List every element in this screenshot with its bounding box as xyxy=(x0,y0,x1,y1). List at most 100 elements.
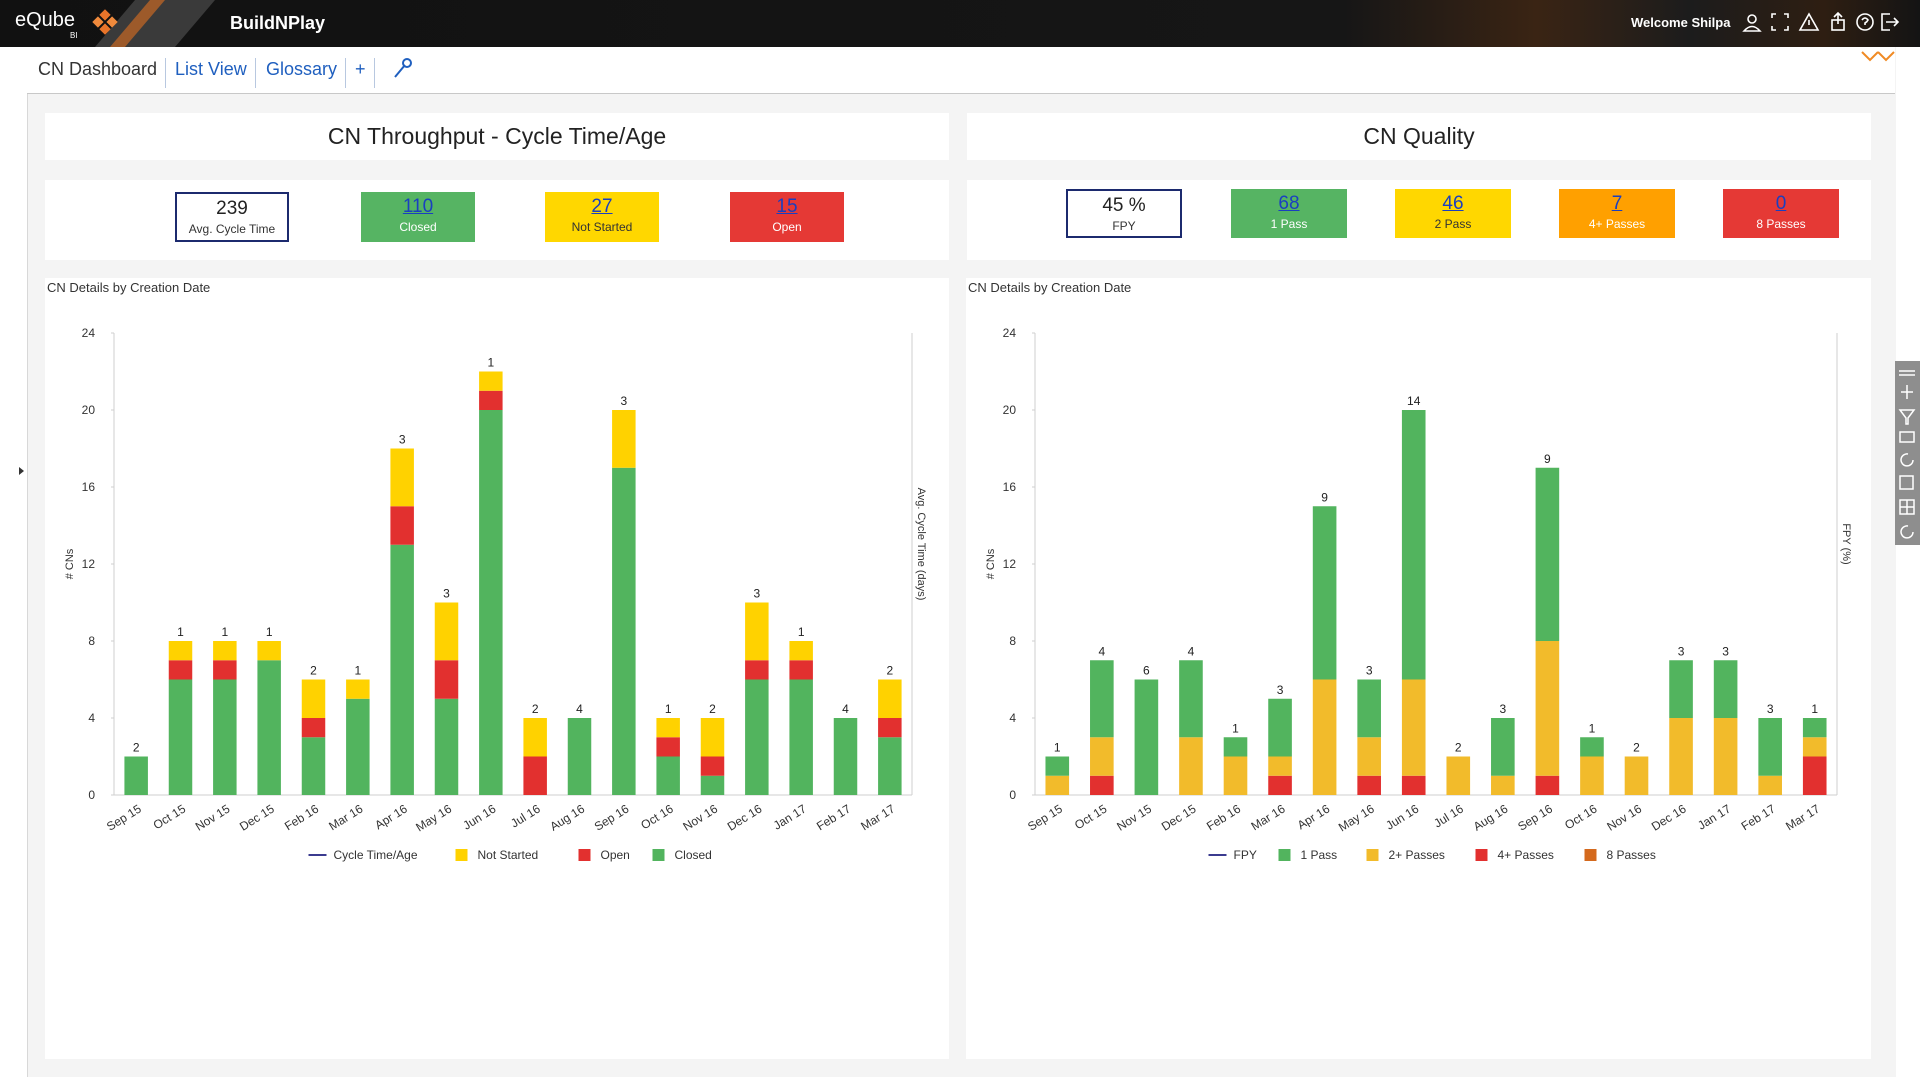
bar-segment xyxy=(346,698,370,795)
x-tick-label: Jul 16 xyxy=(1431,802,1466,831)
help-icon[interactable] xyxy=(1856,13,1874,31)
bar-segment xyxy=(745,602,769,661)
bar-value-label: 9 xyxy=(1544,452,1551,466)
kpi-value[interactable]: 110 xyxy=(402,196,434,217)
bar-value-label: 2 xyxy=(133,741,140,755)
kpi-card[interactable]: 0 8 Passes xyxy=(1723,189,1839,238)
x-tick-label: Apr 16 xyxy=(1295,802,1333,833)
tab[interactable]: Glossary xyxy=(258,58,347,88)
bar-segment xyxy=(789,679,813,795)
bar-segment xyxy=(1580,737,1604,757)
bar-segment xyxy=(213,660,237,680)
bar-segment xyxy=(390,506,414,545)
x-tick-label: Jun 16 xyxy=(460,801,498,832)
logo-stripe-accent xyxy=(110,0,165,47)
chart-title: CN Details by Creation Date xyxy=(47,280,210,295)
user-icon[interactable] xyxy=(1742,14,1762,32)
kpi-card[interactable]: 68 1 Pass xyxy=(1231,189,1347,238)
bar-value-label: 1 xyxy=(1589,721,1596,735)
bar-segment xyxy=(612,467,636,795)
bar-segment xyxy=(1045,775,1070,795)
kpi-value[interactable]: 68 xyxy=(1278,193,1300,214)
kpi-card[interactable]: 110 Closed xyxy=(361,192,475,242)
kpi-card[interactable]: 15 Open xyxy=(730,192,844,242)
export-icon[interactable] xyxy=(1831,11,1845,31)
bar-value-label: 1 xyxy=(1232,721,1239,735)
bar-segment xyxy=(301,718,326,738)
legend-label: Closed xyxy=(675,848,712,862)
bar-segment xyxy=(1535,775,1560,795)
kpi-card: 239 Avg. Cycle Time xyxy=(175,192,289,242)
bar-segment xyxy=(1802,718,1827,738)
kpi-card[interactable]: 7 4+ Passes xyxy=(1559,189,1675,238)
bar-segment xyxy=(1179,737,1203,795)
legend-label: 8 Passes xyxy=(1607,848,1656,862)
bar-segment xyxy=(1401,775,1426,795)
bar-segment xyxy=(523,718,547,757)
bar-value-label: 3 xyxy=(1678,644,1685,658)
kpi-card[interactable]: 27 Not Started xyxy=(545,192,659,242)
bar-value-label: 2 xyxy=(709,702,716,716)
kpi-value[interactable]: 0 xyxy=(1775,193,1787,214)
kpi-label: Not Started xyxy=(571,220,633,234)
bar-segment xyxy=(567,718,592,795)
kpi-value: 239 xyxy=(216,198,248,219)
y-tick-label: 12 xyxy=(1003,557,1017,571)
kpi-label: FPY xyxy=(1112,219,1136,233)
legend-label: Open xyxy=(601,848,630,862)
x-tick-label: May 16 xyxy=(413,802,454,835)
kpi-label: 4+ Passes xyxy=(1588,217,1646,231)
bar-value-label: 2 xyxy=(532,702,539,716)
legend-label: 2+ Passes xyxy=(1389,848,1445,862)
bar-segment xyxy=(1758,718,1782,776)
kpi-value[interactable]: 46 xyxy=(1442,193,1464,214)
bar-segment xyxy=(1758,775,1782,795)
bar-segment xyxy=(168,679,193,795)
bar-value-label: 3 xyxy=(399,433,406,447)
logo-sub: BI xyxy=(70,31,78,40)
tab[interactable]: + xyxy=(347,58,375,88)
bar-segment xyxy=(789,660,813,680)
x-tick-label: Mar 16 xyxy=(326,802,365,834)
tab[interactable]: CN Dashboard xyxy=(30,58,167,88)
kpi-card[interactable]: 46 2 Pass xyxy=(1395,189,1511,238)
bar-segment xyxy=(1268,698,1292,757)
bar-segment xyxy=(1268,756,1292,776)
kpi-value[interactable]: 15 xyxy=(776,196,798,217)
x-tick-label: Jul 16 xyxy=(508,802,543,831)
bar-value-label: 4 xyxy=(1098,644,1105,658)
bar-value-label: 2 xyxy=(1633,741,1640,755)
legend-swatch xyxy=(578,849,591,861)
y-tick-label: 24 xyxy=(82,326,96,340)
bar-segment xyxy=(700,756,725,776)
x-tick-label: Oct 16 xyxy=(638,802,676,833)
bar-segment xyxy=(168,660,193,680)
bar-segment xyxy=(1713,718,1738,795)
kpi-value[interactable]: 7 xyxy=(1611,193,1623,214)
fullscreen-icon[interactable] xyxy=(1771,13,1789,31)
bar-value-label: 3 xyxy=(1499,702,1506,716)
logout-icon[interactable] xyxy=(1881,13,1900,31)
bar-value-label: 1 xyxy=(1054,741,1061,755)
tab[interactable]: List View xyxy=(167,58,256,88)
bar-segment xyxy=(390,448,414,507)
bar-segment xyxy=(833,718,858,795)
bar-segment xyxy=(1802,737,1827,757)
kpi-value[interactable]: 27 xyxy=(591,196,613,217)
bar-value-label: 2 xyxy=(310,664,317,678)
welcome-text: Welcome Shilpa xyxy=(1631,15,1731,30)
legend-swatch xyxy=(1278,849,1291,861)
bar-segment xyxy=(1090,660,1114,738)
bar-segment xyxy=(1357,737,1381,776)
legend-swatch xyxy=(652,849,665,861)
bar-segment xyxy=(789,641,813,661)
bar-segment xyxy=(479,371,503,391)
bar-segment xyxy=(1491,718,1515,776)
x-tick-label: Feb 16 xyxy=(282,801,321,833)
x-tick-label: Jan 17 xyxy=(1695,801,1733,832)
alert-icon[interactable] xyxy=(1798,12,1820,31)
x-tick-label: Mar 17 xyxy=(858,802,897,834)
bar-value-label: 9 xyxy=(1321,490,1328,504)
kpi-card: 45 % FPY xyxy=(1066,189,1182,238)
y-tick-label: 4 xyxy=(1009,711,1016,725)
